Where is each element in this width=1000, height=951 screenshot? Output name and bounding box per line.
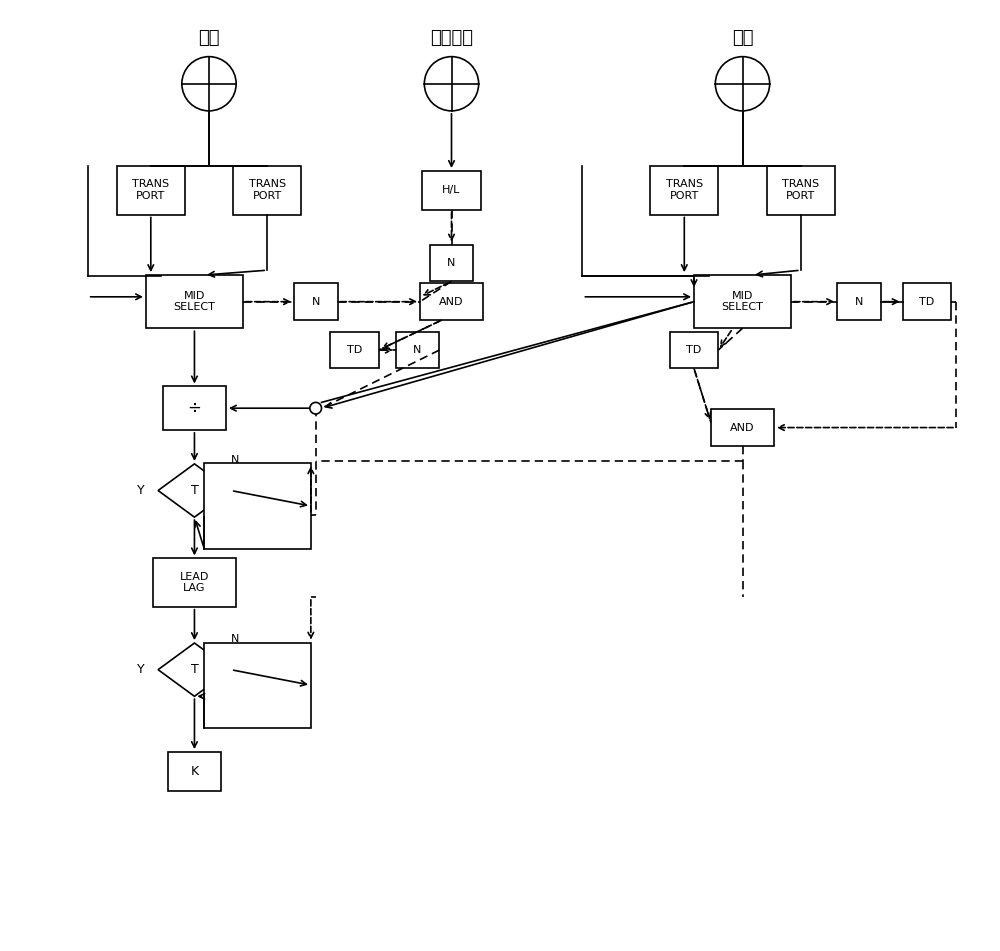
Bar (650, 166, 718, 215)
Text: TRANS
PORT: TRANS PORT (132, 180, 169, 201)
Text: N: N (447, 258, 456, 268)
Text: AND: AND (730, 422, 755, 433)
Bar (422, 171, 481, 209)
Bar (204, 643, 311, 728)
Bar (694, 275, 791, 328)
Polygon shape (158, 464, 231, 517)
Text: T: T (191, 484, 198, 497)
Text: TD: TD (919, 297, 934, 306)
Polygon shape (158, 643, 231, 696)
Circle shape (310, 402, 322, 414)
Bar (146, 275, 243, 328)
Text: TRANS
PORT: TRANS PORT (249, 180, 286, 201)
Bar (204, 463, 311, 549)
Bar (837, 283, 881, 320)
Text: LEAD
LAG: LEAD LAG (180, 572, 209, 593)
Bar (420, 283, 483, 320)
Circle shape (715, 57, 770, 111)
Text: TRANS
PORT: TRANS PORT (782, 180, 819, 201)
Bar (330, 332, 379, 368)
Text: AND: AND (439, 297, 464, 306)
Circle shape (424, 57, 479, 111)
Text: MID
SELECT: MID SELECT (174, 291, 215, 313)
Text: TRANS
PORT: TRANS PORT (666, 180, 703, 201)
Text: ÷: ÷ (188, 399, 201, 417)
Text: N: N (231, 455, 239, 464)
Bar (163, 386, 226, 430)
Text: 功率: 功率 (732, 29, 753, 47)
Text: N: N (231, 633, 239, 644)
Bar (903, 283, 951, 320)
Text: 主汽压力: 主汽压力 (430, 29, 473, 47)
Bar (117, 166, 185, 215)
Bar (670, 332, 718, 368)
Bar (153, 558, 236, 607)
Text: N: N (413, 345, 422, 355)
Text: K: K (190, 765, 199, 778)
Text: MID
SELECT: MID SELECT (722, 291, 763, 313)
Bar (767, 166, 835, 215)
Bar (430, 244, 473, 281)
Text: N: N (855, 297, 863, 306)
Text: 煤量: 煤量 (198, 29, 220, 47)
Bar (711, 409, 774, 446)
Bar (396, 332, 439, 368)
Text: N: N (312, 297, 320, 306)
Text: T: T (191, 663, 198, 676)
Text: Y: Y (137, 663, 145, 676)
Text: H/L: H/L (442, 185, 461, 195)
Text: TD: TD (347, 345, 362, 355)
Bar (168, 752, 221, 790)
Bar (294, 283, 338, 320)
Text: Y: Y (137, 484, 145, 497)
Circle shape (182, 57, 236, 111)
Bar (233, 166, 301, 215)
Text: TD: TD (686, 345, 702, 355)
